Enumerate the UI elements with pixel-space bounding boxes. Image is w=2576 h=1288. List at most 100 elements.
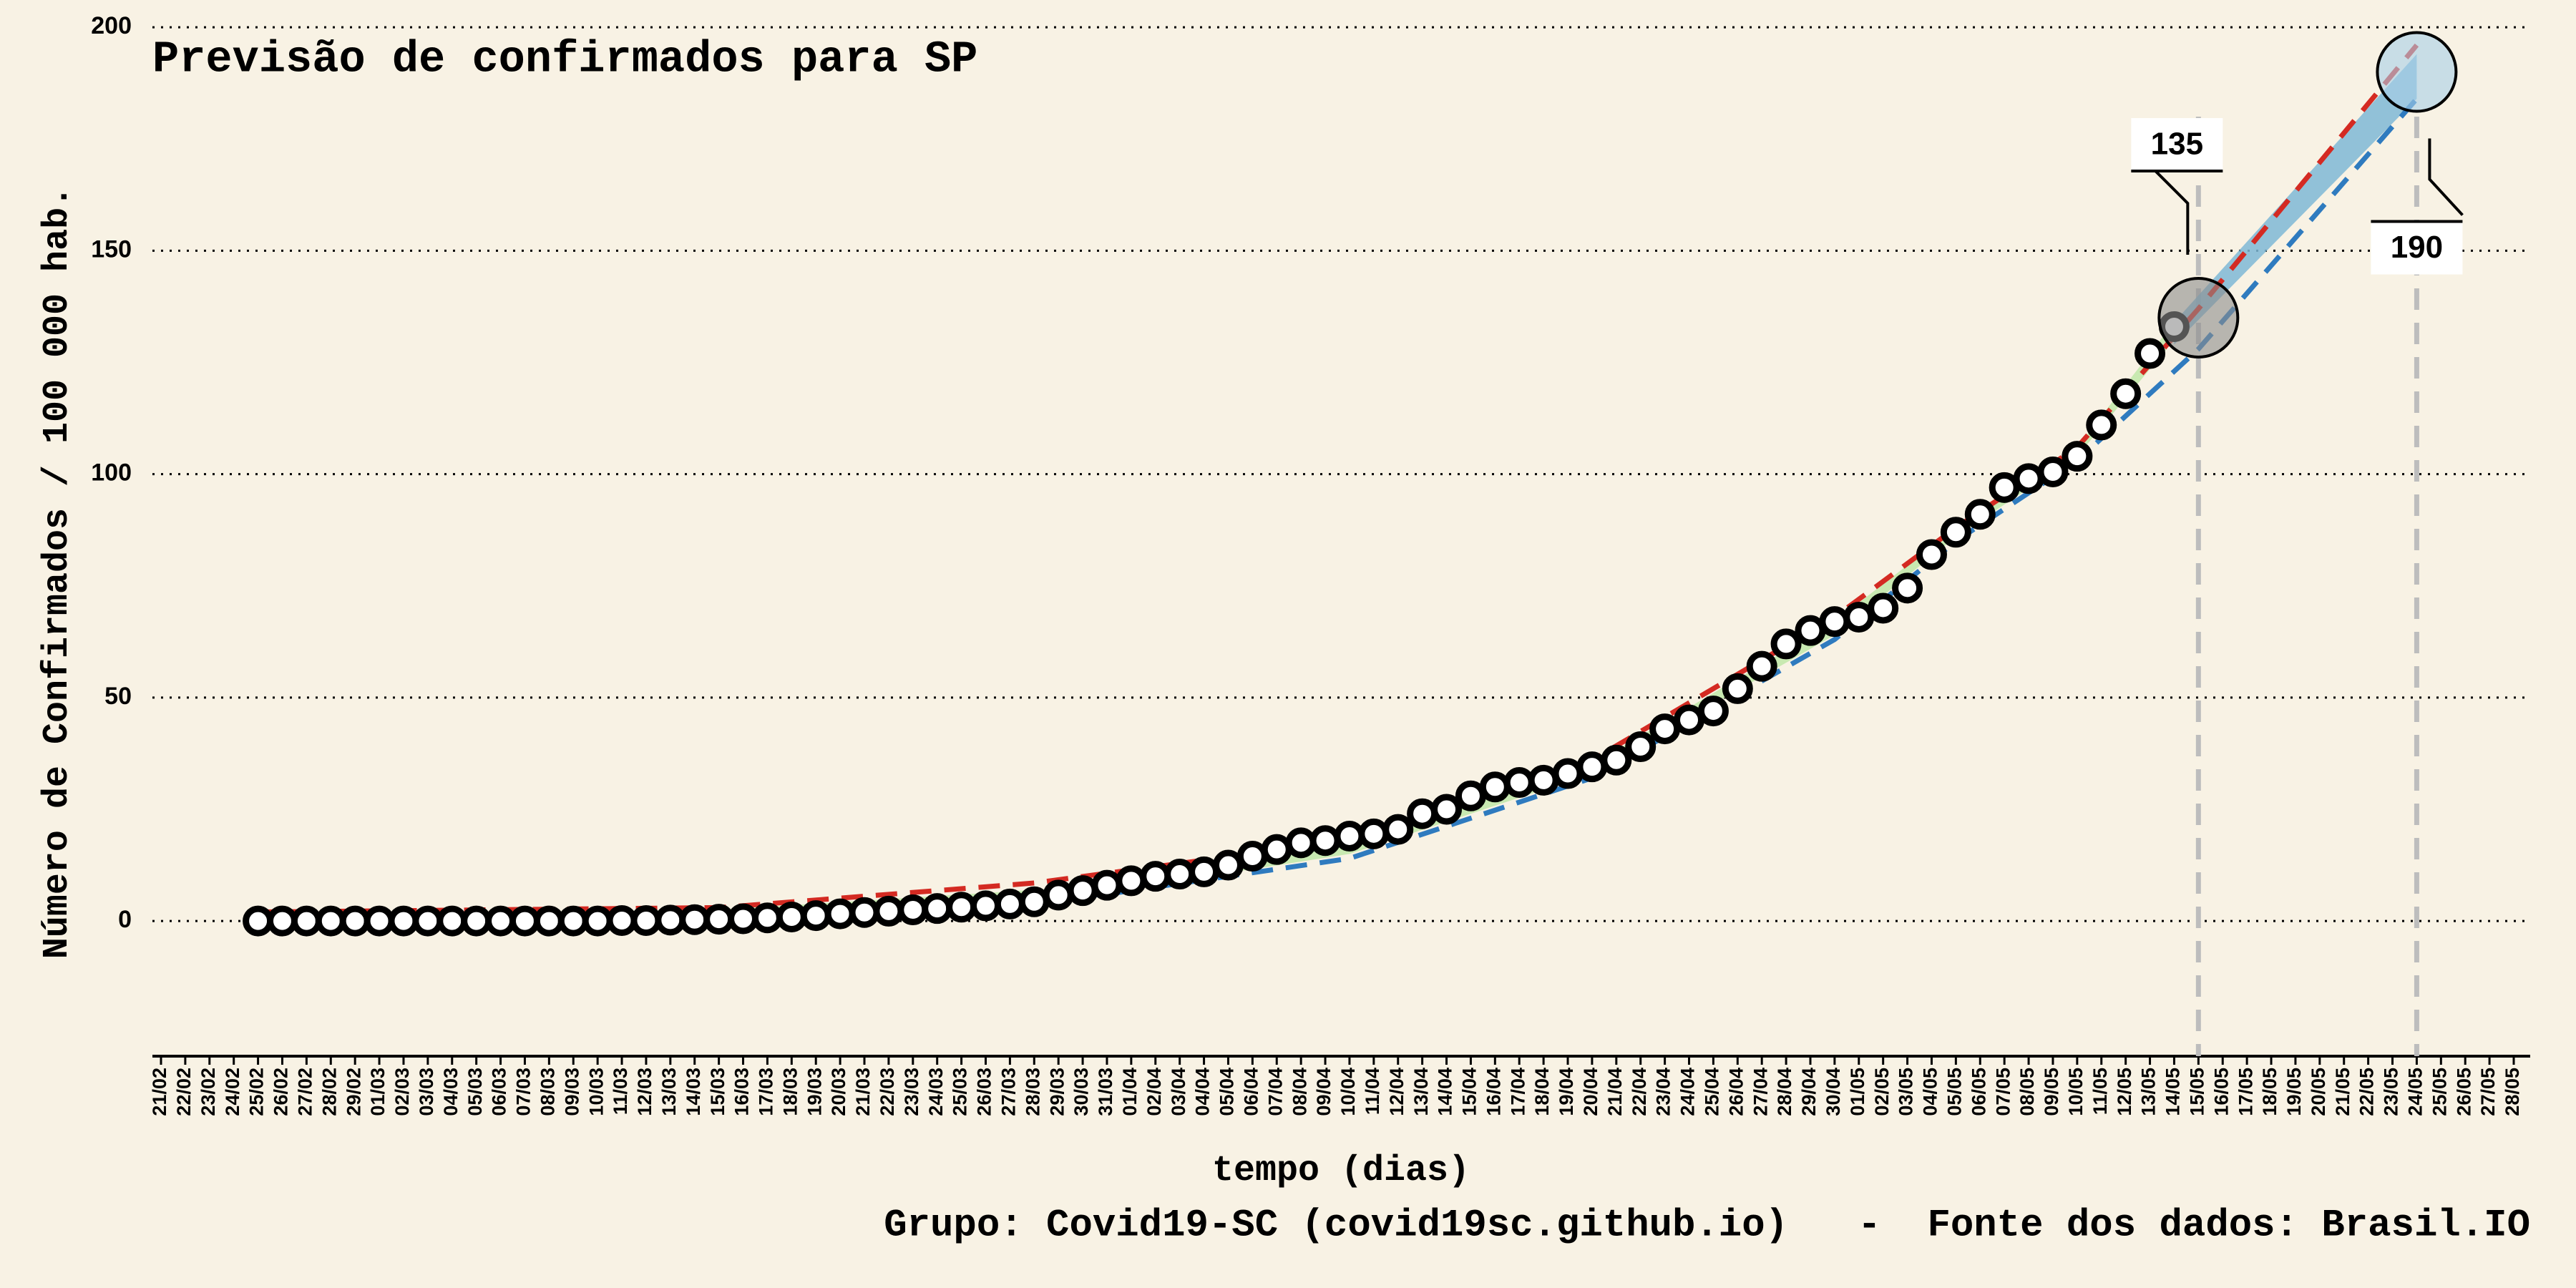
chart-title: Previsão de confirmados para SP — [152, 34, 977, 84]
x-tick-label: 23/05 — [2381, 1068, 2402, 1116]
x-tick-label: 23/03 — [901, 1068, 922, 1116]
x-axis-label: tempo (dias) — [1212, 1151, 1470, 1191]
x-tick-label: 18/04 — [1531, 1068, 1553, 1116]
x-tick-label: 13/04 — [1410, 1068, 1432, 1116]
x-tick-label: 07/03 — [513, 1068, 535, 1116]
data-point — [1819, 606, 1850, 638]
x-tick-label: 04/05 — [1920, 1068, 1941, 1116]
x-tick-label: 03/05 — [1896, 1068, 1917, 1116]
data-point — [897, 894, 929, 925]
x-tick-label: 29/02 — [343, 1068, 364, 1116]
data-point — [703, 904, 735, 935]
data-point — [1212, 849, 1244, 881]
x-tick-label: 02/05 — [1871, 1068, 1893, 1116]
data-point — [557, 905, 589, 937]
x-tick-label: 20/04 — [1580, 1068, 1601, 1116]
x-tick-label: 27/05 — [2477, 1068, 2499, 1116]
data-point — [1746, 650, 1777, 682]
x-tick-label: 09/05 — [2041, 1068, 2062, 1116]
footer: Grupo: Covid19-SC (covid19sc.github.io) … — [884, 1204, 2530, 1247]
forecast-band — [2174, 54, 2417, 345]
data-point — [1067, 875, 1098, 907]
data-point — [1140, 861, 1171, 892]
data-point — [1407, 798, 1438, 829]
x-tick-label: 13/03 — [658, 1068, 680, 1116]
x-tick-label: 28/04 — [1774, 1068, 1795, 1116]
data-point — [1043, 879, 1074, 911]
highlight-circle — [2376, 31, 2458, 113]
data-point — [1455, 780, 1486, 811]
x-tick-label: 18/03 — [779, 1068, 801, 1116]
data-point — [1940, 517, 1971, 548]
callout-box — [2371, 221, 2463, 275]
x-tick-label: 19/05 — [2283, 1068, 2305, 1116]
x-tick-label: 15/03 — [707, 1068, 728, 1116]
y-tick-label: 150 — [91, 235, 132, 263]
data-point — [776, 901, 807, 932]
data-point — [728, 903, 759, 935]
x-tick-label: 21/02 — [149, 1068, 170, 1116]
x-tick-label: 29/04 — [1798, 1068, 1820, 1116]
data-point — [1309, 825, 1341, 857]
x-tick-label: 27/03 — [998, 1068, 1020, 1116]
data-point — [751, 902, 783, 934]
x-tick-label: 13/05 — [2138, 1068, 2160, 1116]
x-tick-label: 14/05 — [2162, 1068, 2184, 1116]
x-tick-label: 06/03 — [489, 1068, 510, 1116]
data-point — [291, 905, 322, 937]
x-tick-label: 03/04 — [1168, 1068, 1189, 1116]
data-point — [2086, 409, 2117, 441]
x-tick-label: 08/04 — [1289, 1068, 1310, 1116]
x-tick-label: 05/05 — [1943, 1068, 1965, 1116]
x-tick-label: 23/04 — [1653, 1068, 1674, 1116]
x-tick-label: 11/04 — [1362, 1068, 1383, 1115]
x-tick-label: 16/03 — [731, 1068, 753, 1116]
highlight-circle — [2157, 277, 2240, 359]
x-tick-label: 01/05 — [1847, 1068, 1868, 1116]
x-tick-label: 31/03 — [1095, 1068, 1116, 1116]
data-point — [1601, 744, 1632, 776]
x-tick-label: 09/03 — [561, 1068, 582, 1116]
callout-label: 190 — [2391, 230, 2443, 265]
upper-line — [258, 43, 2419, 915]
x-tick-label: 27/02 — [295, 1068, 316, 1116]
x-tick-label: 19/03 — [804, 1068, 825, 1116]
x-tick-label: 30/04 — [1823, 1068, 1844, 1116]
x-tick-label: 17/05 — [2235, 1068, 2256, 1116]
x-tick-label: 05/04 — [1216, 1068, 1238, 1116]
x-tick-label: 08/03 — [537, 1068, 558, 1116]
data-point — [1916, 539, 1947, 570]
x-tick-label: 22/04 — [1629, 1068, 1650, 1116]
data-point — [243, 905, 274, 937]
x-tick-label: 12/03 — [634, 1068, 655, 1116]
data-point — [1989, 472, 2020, 503]
data-point — [824, 898, 856, 930]
x-tick-label: 21/03 — [852, 1068, 874, 1116]
data-point — [1236, 841, 1268, 872]
x-tick-label: 26/04 — [1725, 1068, 1747, 1116]
data-point — [436, 905, 468, 937]
x-tick-label: 18/05 — [2259, 1068, 2280, 1116]
x-tick-label: 16/04 — [1483, 1068, 1504, 1116]
x-tick-label: 07/05 — [1992, 1068, 2014, 1116]
data-point — [606, 904, 638, 936]
x-tick-label: 24/02 — [222, 1068, 243, 1116]
x-tick-label: 21/04 — [1604, 1068, 1626, 1116]
x-tick-label: 24/04 — [1677, 1068, 1699, 1116]
data-point — [1576, 751, 1608, 783]
data-point — [266, 905, 298, 937]
y-tick-label: 0 — [118, 906, 132, 933]
x-tick-label: 11/03 — [610, 1068, 631, 1115]
data-point — [1189, 856, 1220, 887]
data-point — [849, 897, 880, 928]
data-point — [1868, 592, 1899, 624]
x-tick-label: 12/04 — [1386, 1068, 1407, 1116]
x-tick-label: 20/05 — [2308, 1068, 2329, 1116]
data-point — [2062, 441, 2093, 472]
data-point — [946, 892, 977, 923]
x-tick-label: 26/03 — [974, 1068, 995, 1116]
x-tick-label: 07/04 — [1264, 1068, 1286, 1116]
x-tick-label: 23/02 — [197, 1068, 219, 1116]
data-point — [485, 905, 517, 937]
